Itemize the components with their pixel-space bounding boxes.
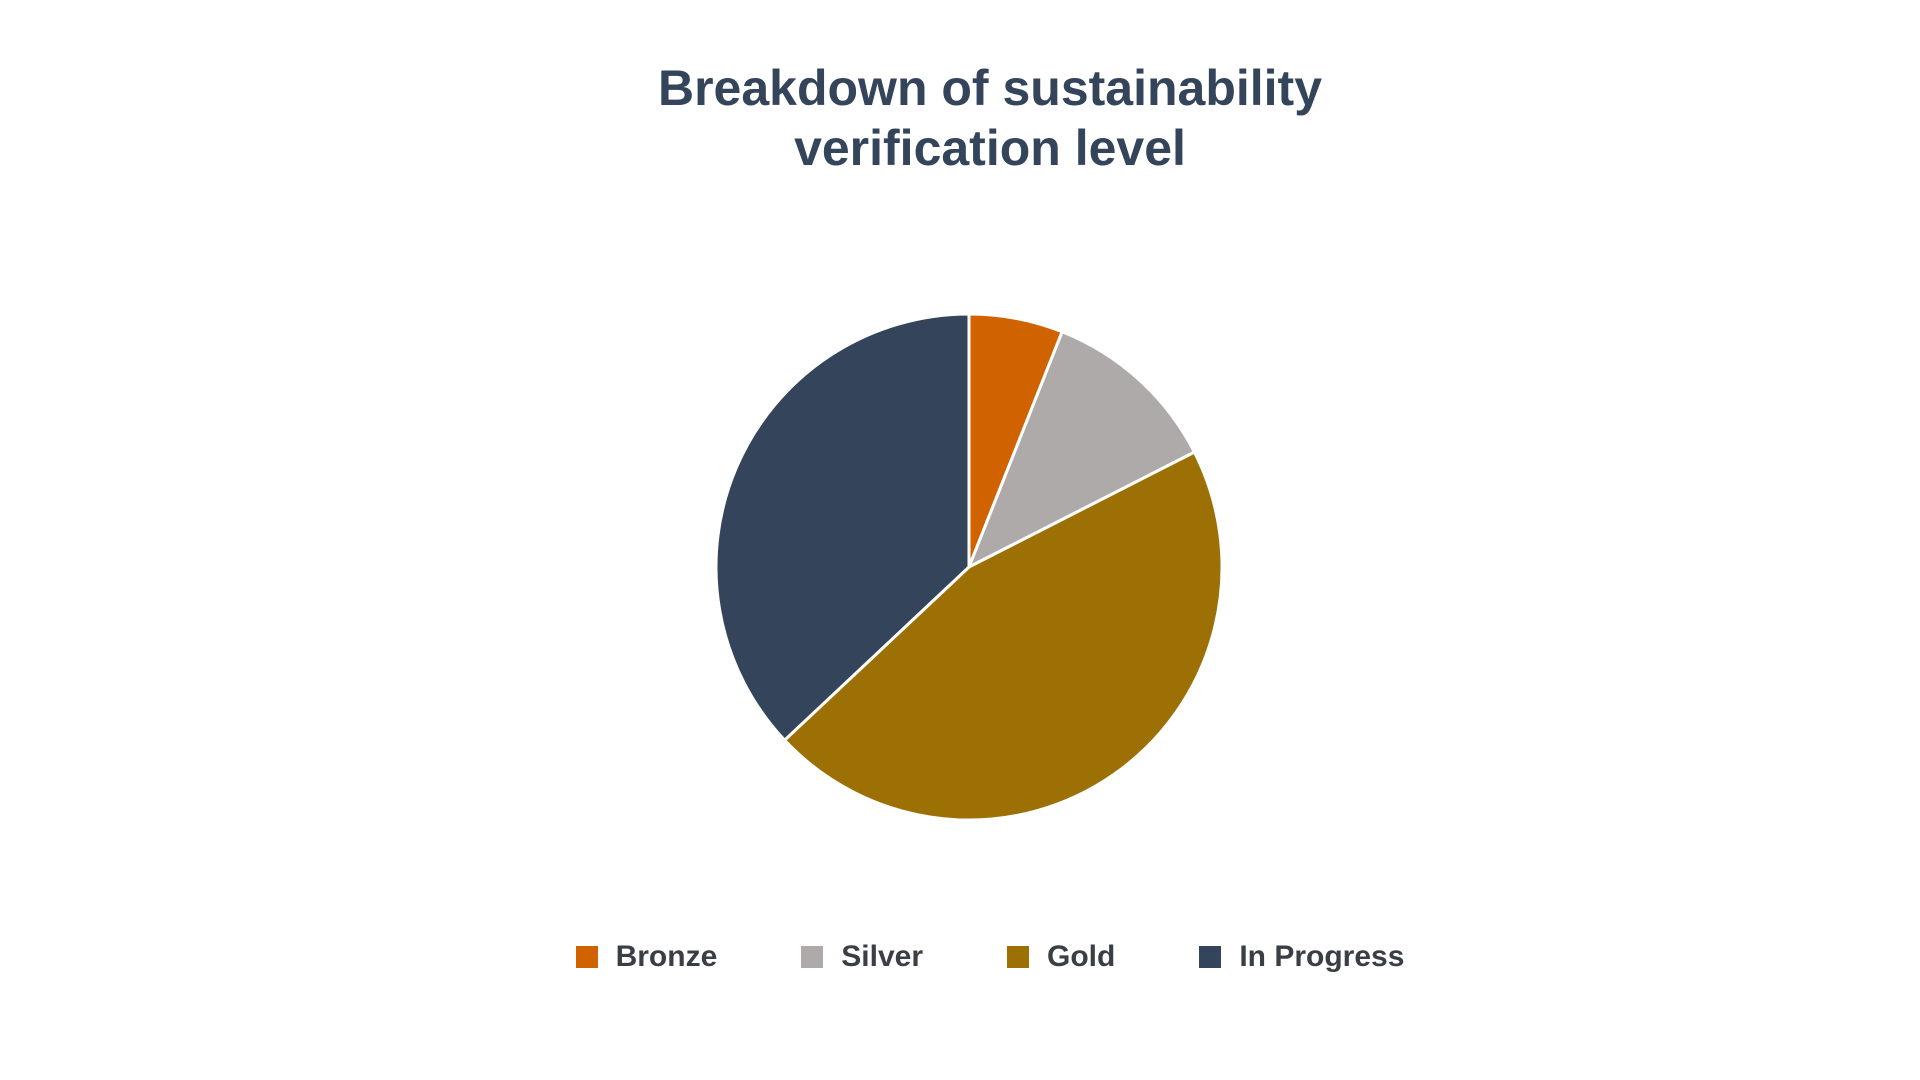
legend-swatch-gold — [1007, 946, 1030, 968]
legend: Bronze Silver Gold In Progress — [0, 940, 1920, 974]
legend-item-in-progress: In Progress — [1199, 940, 1404, 974]
chart-title-line-1: Breakdown of sustainability — [657, 60, 1322, 116]
legend-item-gold: Gold — [1007, 940, 1115, 974]
chart-title: Breakdown of sustainability verification… — [0, 58, 1920, 178]
legend-item-silver: Silver — [801, 940, 923, 974]
legend-label-in-progress: In Progress — [1239, 940, 1405, 973]
legend-swatch-in-progress — [1199, 946, 1222, 968]
legend-item-bronze: Bronze — [575, 940, 718, 974]
pie-slice-in-progress — [714, 312, 971, 742]
pie-slice-silver — [967, 330, 1196, 569]
legend-label-silver: Silver — [841, 940, 924, 973]
legend-swatch-silver — [801, 946, 824, 968]
legend-swatch-bronze — [575, 946, 598, 968]
chart-title-line-2: verification level — [794, 120, 1186, 176]
legend-label-gold: Gold — [1047, 940, 1116, 973]
pie-slice-gold — [783, 450, 1224, 822]
pie-slices — [714, 312, 1224, 822]
legend-label-bronze: Bronze — [615, 940, 718, 973]
